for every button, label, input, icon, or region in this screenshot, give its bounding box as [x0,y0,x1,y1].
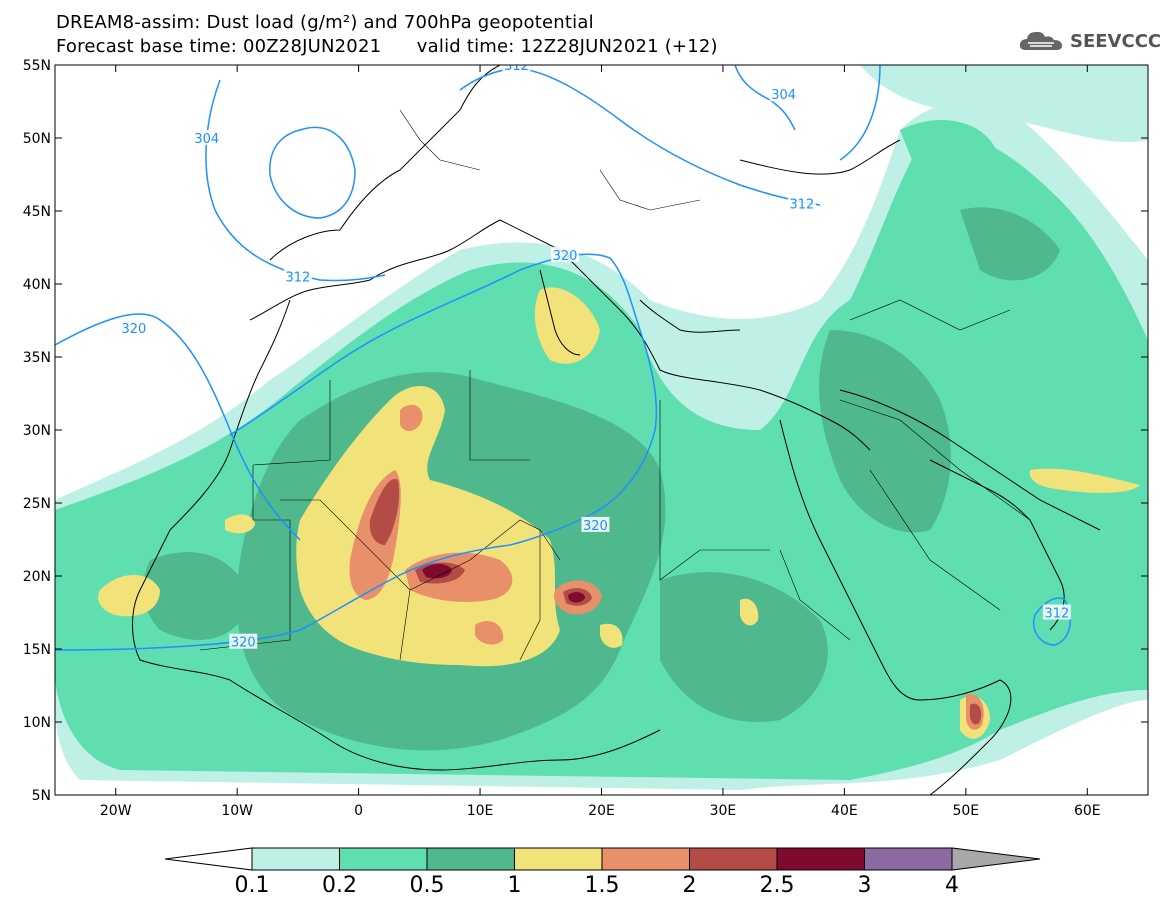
colorbar-high-arrow [951,847,1041,871]
contour-label-bg [229,633,258,649]
country-borders [199,109,1031,661]
contour-label: 320 [583,519,608,534]
contour-label-bg [283,268,312,284]
geopotential-contours [55,65,1071,651]
contour-label-bg [581,516,610,532]
colorbar-swatch [601,847,690,871]
colorbar-level-label: 1 [508,873,522,898]
colorbar-swatch [864,847,953,871]
contour-labels: 304 312 320 320 320 320 312 304 312 312 [119,59,1071,651]
y-tick-label: 25N [23,496,51,512]
colorbar-swatch [339,847,428,871]
contour-label: 304 [771,88,796,103]
y-tick-label: 5N [32,788,51,804]
contour-label-bg [502,65,531,72]
contour-label: 304 [194,132,219,147]
colorbar-level-label: 3 [858,873,872,898]
contour-label-bg [119,319,148,335]
contour-label-bg [769,86,798,102]
contour-label: 320 [231,636,256,651]
y-axis: 55N 50N 45N 40N 35N 30N 25N 20N 15N 10N 5N [23,58,1148,804]
seevccc-logo: SEEVCCC [1018,28,1161,54]
logo-text: SEEVCCC [1070,30,1162,52]
contour-label: 320 [122,322,147,337]
contour-label-bg [787,195,816,211]
colorbar: 0.1 0.2 0.5 1 1.5 2 2.5 3 4 [164,847,1041,898]
cloud-logo-icon [1019,31,1062,50]
x-tick-label: 50E [952,803,979,819]
y-tick-label: 10N [23,715,51,731]
colorbar-low-arrow [164,847,253,871]
x-tick-label: 20W [100,803,132,819]
x-tick-label: 20E [588,803,615,819]
x-tick-label: 10E [467,803,494,819]
y-tick-label: 20N [23,569,51,585]
contour-label: 320 [553,249,578,264]
chart-title: DREAM8-assim: Dust load (g/m²) and 700hP… [56,12,594,33]
dust-level-2-5 [422,564,585,603]
contour-label: 312 [504,59,529,74]
y-tick-label: 45N [23,204,51,220]
contour-label: 312 [285,271,310,286]
x-axis: 20W 10W 0 10E 20E 30E 40E 50E 60E [100,65,1101,819]
y-tick-label: 30N [23,423,51,439]
colorbar-level-label: 0.1 [235,873,270,898]
x-tick-label: 40E [831,803,858,819]
colorbar-level-label: 2 [683,873,697,898]
x-tick-label: 30E [710,803,737,819]
contour-label-bg [1042,604,1071,620]
y-tick-label: 15N [23,642,51,658]
colorbar-swatch [251,847,340,871]
y-tick-label: 40N [23,277,51,293]
x-tick-label: 0 [354,803,363,819]
colorbar-level-label: 0.2 [322,873,357,898]
y-tick-label: 55N [23,58,51,74]
colorbar-swatch [689,847,778,871]
chart-subtitle: Forecast base time: 00Z28JUN2021 valid t… [56,36,718,57]
colorbar-level-label: 4 [945,873,959,898]
colorbar-swatch [426,847,515,871]
contour-label-bg [192,130,221,145]
contour-label: 312 [1045,607,1070,622]
x-tick-label: 10W [221,803,253,819]
y-tick-label: 35N [23,350,51,366]
x-tick-label: 60E [1074,803,1101,819]
contour-label: 312 [789,198,814,213]
colorbar-swatch [776,847,865,871]
contour-label-bg [551,246,580,262]
y-tick-label: 50N [23,131,51,147]
colorbar-swatch [514,847,603,871]
colorbar-level-label: 0.5 [410,873,445,898]
colorbar-level-label: 2.5 [760,873,795,898]
colorbar-level-label: 1.5 [585,873,620,898]
